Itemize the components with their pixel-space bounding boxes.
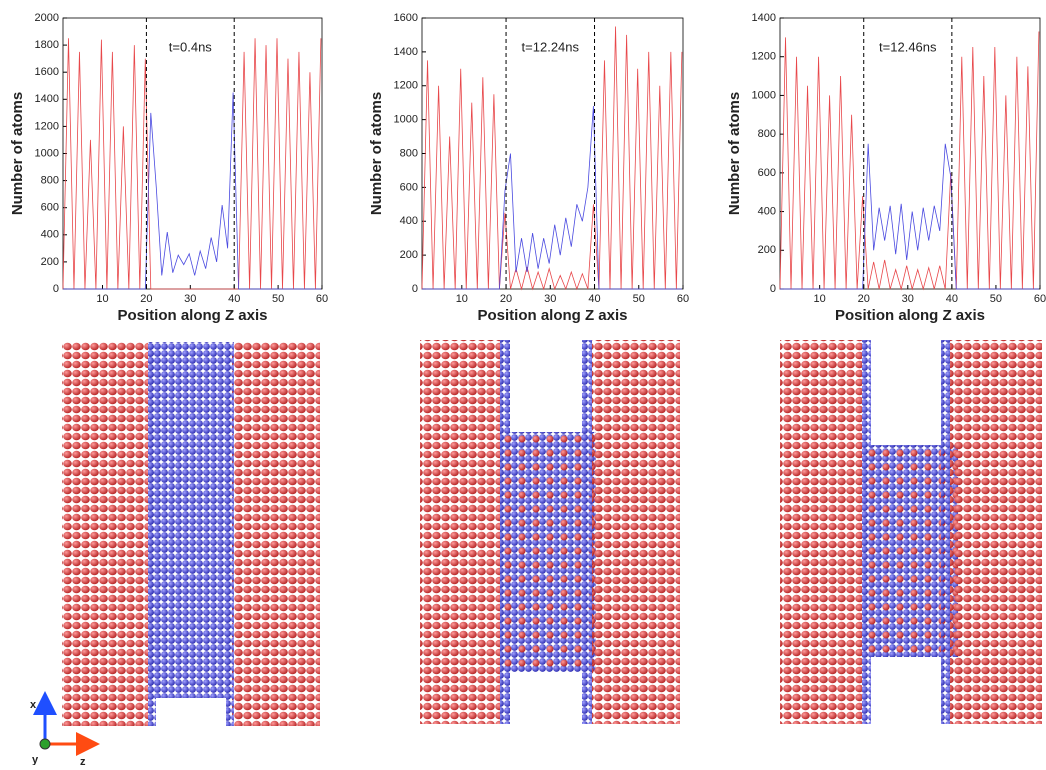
y-tick-label: 200	[400, 249, 418, 261]
y-tick-label: 600	[41, 202, 59, 214]
x-tick-label: 10	[456, 293, 468, 305]
y-tick-label: 400	[758, 205, 776, 217]
axis-y-label: y	[32, 754, 39, 765]
y-tick-label: 600	[758, 167, 776, 179]
y-tick-label: 400	[400, 215, 418, 227]
annotation: t=0.4ns	[169, 39, 213, 54]
y-tick-label: 1400	[752, 12, 776, 24]
y-tick-label: 800	[400, 147, 418, 159]
x-tick-label: 40	[946, 293, 958, 305]
series-line	[422, 106, 682, 290]
annotation: t=12.46ns	[879, 39, 937, 54]
y-tick-label: 1000	[752, 89, 776, 101]
axis-z-label: z	[80, 756, 86, 765]
y-tick-label: 0	[412, 283, 418, 295]
x-tick-label: 20	[500, 293, 512, 305]
atom-snapshots	[62, 340, 1042, 726]
y-tick-label: 1400	[35, 93, 59, 105]
y-tick-label: 0	[770, 283, 776, 295]
series-line	[780, 143, 1039, 290]
x-tick-label: 50	[272, 293, 284, 305]
y-tick-label: 1600	[394, 12, 418, 24]
y-tick-label: 1200	[394, 80, 418, 92]
series-line	[779, 31, 1040, 291]
y-tick-label: 400	[41, 229, 59, 241]
x-tick-label: 20	[140, 293, 152, 305]
y-axis-label: Number of atoms	[9, 92, 26, 215]
series-line	[421, 26, 683, 291]
y-tick-label: 1800	[35, 39, 59, 51]
y-axis-label: Number of atoms	[368, 92, 385, 215]
y-tick-label: 1200	[35, 120, 59, 132]
y-tick-label: 0	[53, 283, 59, 295]
annotation: t=12.24ns	[522, 39, 580, 54]
y-tick-label: 1600	[35, 66, 59, 78]
y-tick-label: 200	[758, 244, 776, 256]
y-tick-label: 2000	[35, 12, 59, 24]
y-tick-label: 200	[41, 256, 59, 268]
x-tick-label: 60	[1034, 293, 1046, 305]
x-tick-label: 30	[544, 293, 556, 305]
x-axis-label: Position along Z axis	[477, 307, 627, 324]
x-tick-label: 30	[184, 293, 196, 305]
x-tick-label: 50	[990, 293, 1002, 305]
x-tick-label: 40	[588, 293, 600, 305]
x-tick-label: 60	[677, 293, 689, 305]
y-tick-label: 800	[41, 175, 59, 187]
y-tick-label: 1000	[394, 114, 418, 126]
x-axis-label: Position along Z axis	[117, 307, 267, 324]
x-tick-label: 40	[228, 293, 240, 305]
x-axis-label: Position along Z axis	[835, 307, 985, 324]
axes-icon: x y z	[30, 691, 100, 768]
series-line	[63, 92, 321, 290]
y-tick-label: 1000	[35, 147, 59, 159]
x-tick-label: 20	[858, 293, 870, 305]
series-line	[62, 38, 322, 290]
x-tick-label: 10	[814, 293, 826, 305]
x-tick-label: 50	[633, 293, 645, 305]
x-tick-label: 30	[902, 293, 914, 305]
x-tick-label: 60	[316, 293, 328, 305]
y-tick-label: 600	[400, 181, 418, 193]
y-tick-label: 1200	[752, 51, 776, 63]
axis-x-label: x	[30, 699, 37, 711]
x-tick-label: 10	[96, 293, 108, 305]
y-axis-label: Number of atoms	[726, 92, 743, 215]
y-tick-label: 1400	[394, 46, 418, 58]
y-tick-label: 800	[758, 128, 776, 140]
